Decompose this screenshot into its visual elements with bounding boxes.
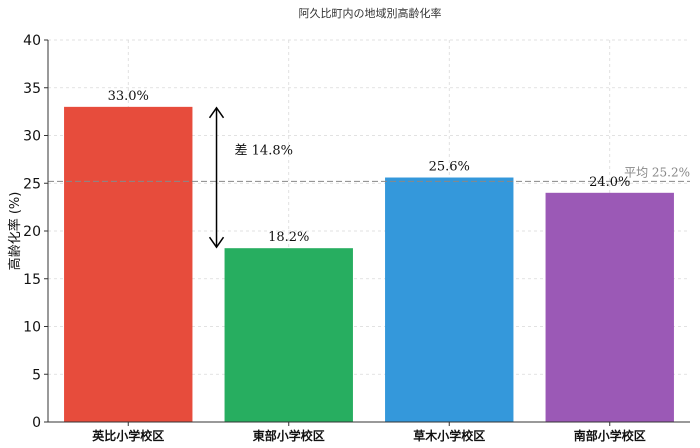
difference-label: 差 14.8% bbox=[235, 144, 293, 159]
average-label: 平均 25.2% bbox=[624, 165, 690, 179]
y-tick-label: 25 bbox=[23, 176, 41, 192]
bar-value-label: 33.0% bbox=[108, 89, 149, 104]
bars bbox=[64, 106, 674, 422]
difference-arrow-head-bottom bbox=[208, 236, 225, 249]
labels: 0 5 10 15 20 25 30 35 40 33.0% 英比小学校区 18.2% 東部小学校区 25… bbox=[23, 33, 646, 443]
y-tick-label: 40 bbox=[23, 33, 41, 49]
bar-value-label: 25.6% bbox=[429, 160, 470, 175]
bar bbox=[224, 248, 353, 422]
y-tick-label: 20 bbox=[23, 224, 41, 240]
bar-value-label: 24.0% bbox=[589, 175, 630, 190]
x-tick-label: 東部小学校区 bbox=[253, 428, 325, 443]
bar bbox=[545, 192, 674, 422]
y-tick-label: 15 bbox=[23, 272, 41, 288]
y-tick-label: 10 bbox=[23, 320, 41, 336]
average-line-group: 平均 25.2% bbox=[48, 165, 690, 182]
chart-title: 阿久比町内の地域別高齢化率 bbox=[299, 6, 442, 20]
y-axis-label: 高齢化率 (%) bbox=[7, 192, 23, 271]
y-tick-label: 5 bbox=[32, 367, 41, 383]
y-tick-label: 0 bbox=[32, 415, 41, 431]
x-tick-label: 英比小学校区 bbox=[92, 428, 164, 443]
difference-arrow-head-top bbox=[208, 106, 225, 119]
x-tick-label: 南部小学校区 bbox=[574, 428, 646, 443]
bar bbox=[64, 106, 193, 422]
bar-value-label: 18.2% bbox=[268, 230, 309, 245]
x-tick-label: 草木小学校区 bbox=[413, 428, 485, 443]
difference-annotation: 差 14.8% bbox=[208, 106, 293, 249]
bar bbox=[385, 177, 514, 422]
axes bbox=[44, 39, 690, 426]
y-tick-label: 35 bbox=[23, 81, 41, 97]
y-tick-label: 30 bbox=[23, 129, 41, 145]
